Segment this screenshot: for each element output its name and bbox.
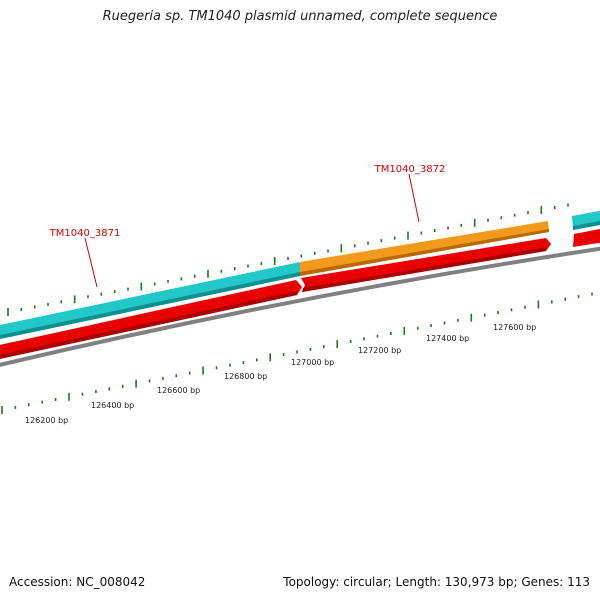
bp-label: 126800 bp: [224, 372, 267, 381]
cds-segment-3871-shadow: [0, 272, 300, 339]
bp-label: 127600 bp: [493, 323, 536, 332]
cds-segment-3872-shadow: [300, 229, 549, 276]
upper-tick-row: [7, 203, 569, 316]
bp-label: 126400 bp: [91, 401, 134, 410]
gene-label-leader-3872: [408, 173, 420, 223]
cds-track: [0, 210, 600, 339]
bp-label: 127000 bp: [291, 358, 334, 367]
gene-arrow-3871-shadow: [0, 291, 297, 359]
accession-text: Accession: NC_008042: [9, 575, 146, 589]
gene-label-3872[interactable]: TM1040_3872: [374, 164, 446, 175]
bp-label: 126600 bp: [157, 386, 200, 395]
bp-label: 127200 bp: [358, 346, 401, 355]
bp-label: 126200 bp: [25, 416, 68, 425]
sequence-summary-text: Topology: circular; Length: 130,973 bp; …: [283, 575, 590, 589]
sequence-backbone: [0, 246, 600, 367]
lower-tick-row: [1, 292, 593, 414]
gene-track: [0, 228, 600, 359]
bp-label: 127400 bp: [426, 334, 469, 343]
gene-label-leader-3871: [84, 237, 98, 288]
cds-segment-next-shadow: [573, 220, 600, 230]
gene-arrow-3872-shadow: [302, 247, 547, 292]
bp-scale-labels: 126200 bp 126400 bp 126600 bp 126800 bp …: [25, 323, 536, 425]
map-title: Ruegeria sp. TM1040 plasmid unnamed, com…: [102, 9, 498, 24]
gene-label-3871[interactable]: TM1040_3871: [49, 228, 121, 239]
gene-arrow-next[interactable]: [573, 228, 600, 247]
